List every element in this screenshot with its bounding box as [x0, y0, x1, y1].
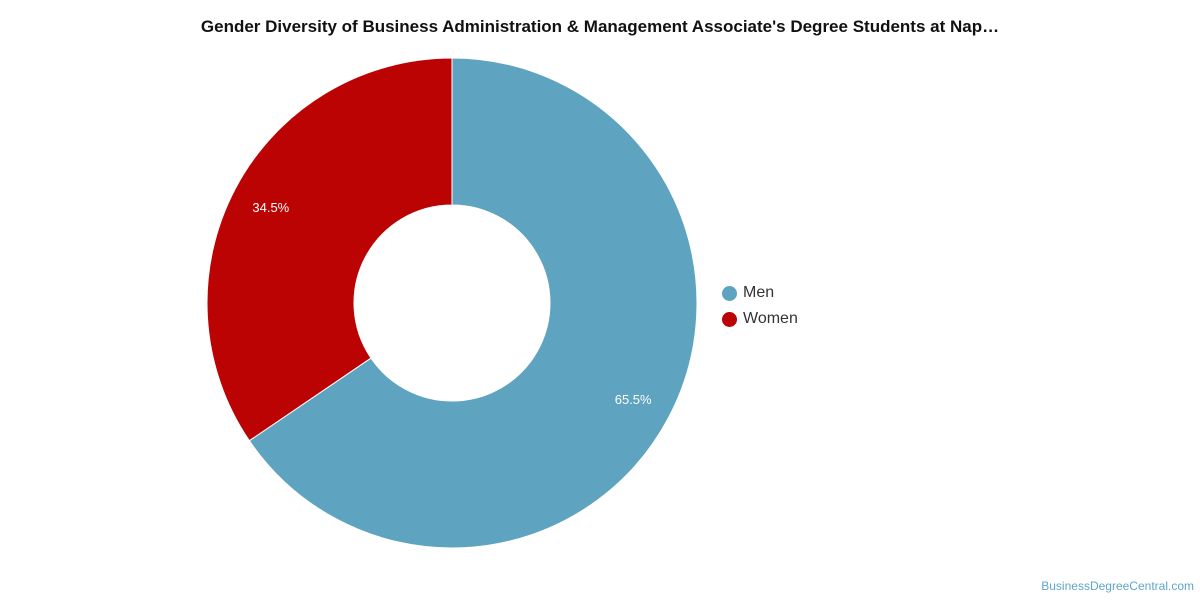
slice-label-women: 34.5% [252, 200, 289, 215]
legend-swatch-women [722, 311, 737, 327]
legend-label-women: Women [743, 310, 798, 327]
slice-label-men: 65.5% [615, 392, 652, 407]
donut-slice-women[interactable] [206, 57, 453, 442]
legend-item-women[interactable]: Women [722, 306, 798, 332]
legend-label-men: Men [743, 284, 775, 301]
chart-title: Gender Diversity of Business Administrat… [200, 17, 1000, 36]
legend: Men Women [722, 280, 798, 332]
legend-swatch-men [722, 285, 737, 301]
legend-item-men[interactable]: Men [722, 280, 798, 306]
watermark-link[interactable]: BusinessDegreeCentral.com [1041, 579, 1194, 593]
donut-slice-men[interactable] [248, 57, 698, 549]
